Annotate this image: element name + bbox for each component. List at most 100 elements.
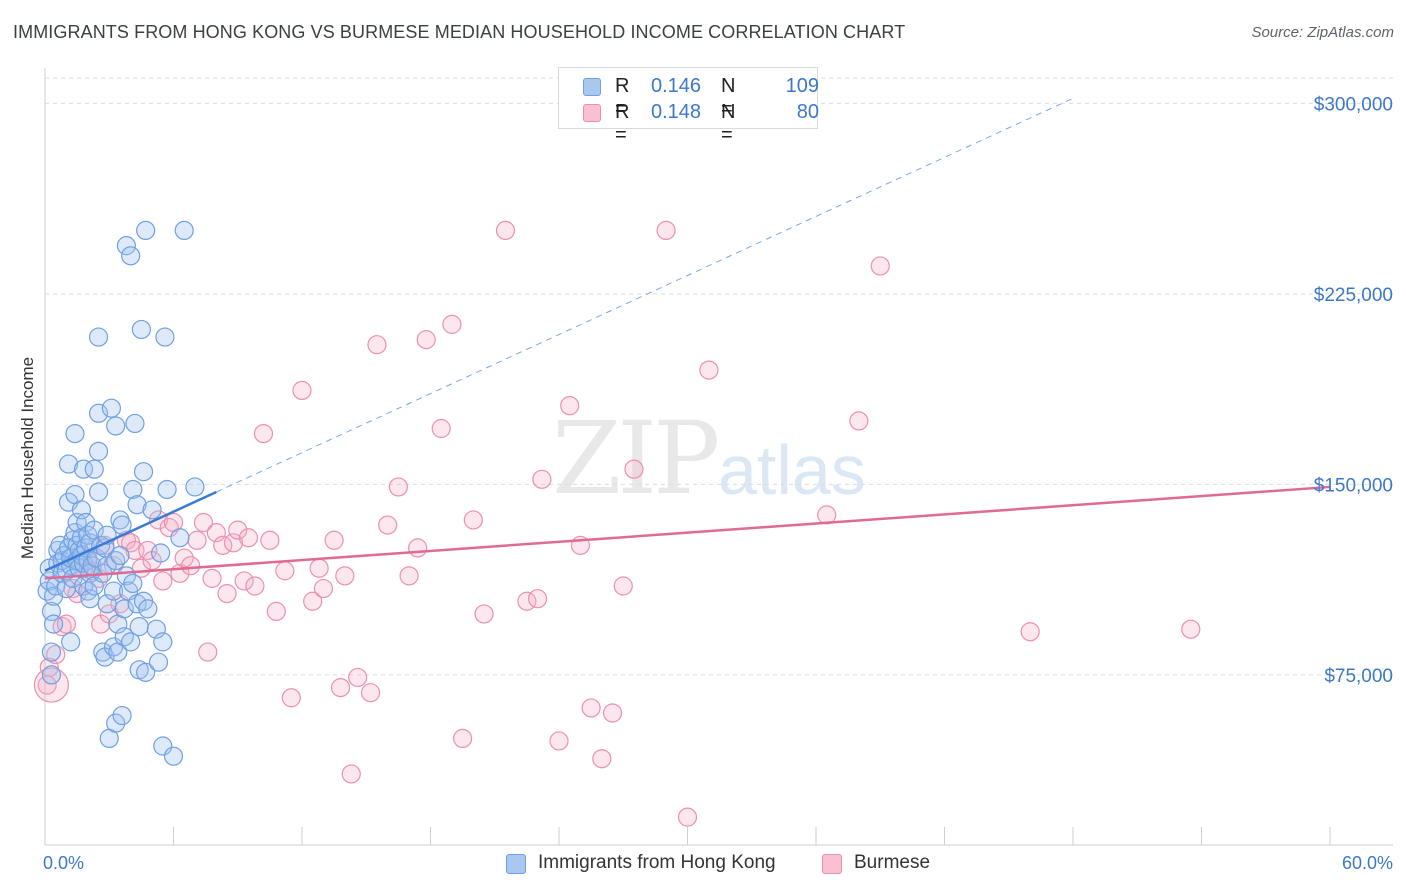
chart-title: IMMIGRANTS FROM HONG KONG VS BURMESE MED… xyxy=(13,22,906,42)
point-hong-kong xyxy=(136,220,156,240)
point-hong-kong xyxy=(116,236,136,256)
point-burmese xyxy=(238,528,259,548)
point-burmese xyxy=(431,418,451,439)
y-tick-label: $225,000 xyxy=(1314,285,1393,306)
point-burmese xyxy=(388,477,408,497)
legend-r-label: R = xyxy=(615,101,630,146)
point-hong-kong xyxy=(155,327,175,347)
legend-r-value: 0.146 xyxy=(651,75,702,97)
point-burmese xyxy=(699,360,719,380)
point-burmese xyxy=(217,584,237,604)
legend-n-label: N = xyxy=(721,75,736,120)
point-burmese xyxy=(378,515,398,535)
point-burmese xyxy=(581,698,601,718)
point-burmese xyxy=(174,548,194,568)
point-hong-kong xyxy=(138,599,158,619)
bottom-legend-swatch-pink xyxy=(822,854,842,874)
point-hong-kong xyxy=(41,642,62,662)
point-burmese xyxy=(335,566,355,586)
y-axis-label: Median Household Income xyxy=(18,357,37,559)
x-tick-label-min: 0.0% xyxy=(43,853,84,873)
point-burmese xyxy=(275,561,295,581)
point-hong-kong xyxy=(58,454,79,474)
trend-line-hong-kong-extension xyxy=(216,97,1074,493)
point-hong-kong xyxy=(88,327,109,347)
point-hong-kong xyxy=(41,665,62,685)
point-hong-kong xyxy=(84,459,104,479)
point-burmese xyxy=(474,604,494,624)
point-hong-kong xyxy=(110,545,130,566)
point-burmese xyxy=(313,578,334,599)
point-burmese xyxy=(187,530,207,550)
point-hong-kong xyxy=(88,482,109,502)
point-hong-kong xyxy=(43,614,64,634)
point-hong-kong xyxy=(114,599,134,619)
point-burmese xyxy=(202,568,222,588)
point-hong-kong xyxy=(73,459,94,479)
point-burmese xyxy=(367,335,387,355)
legend-r-value: 0.148 xyxy=(651,101,702,123)
point-hong-kong xyxy=(136,662,156,682)
point-burmese xyxy=(1020,622,1040,642)
point-hong-kong xyxy=(123,479,143,500)
point-hong-kong xyxy=(170,528,190,548)
point-hong-kong xyxy=(131,319,151,340)
point-burmese xyxy=(193,512,214,533)
point-burmese xyxy=(549,731,569,751)
point-hong-kong xyxy=(65,424,85,444)
point-burmese xyxy=(870,256,890,276)
point-burmese xyxy=(532,469,552,489)
point-hong-kong xyxy=(174,220,194,240)
point-burmese xyxy=(527,589,548,609)
point-burmese xyxy=(442,314,462,334)
point-hong-kong xyxy=(142,500,162,520)
x-tick-label-max: 60.0% xyxy=(1342,853,1393,873)
point-hong-kong xyxy=(106,416,126,436)
point-hong-kong xyxy=(103,581,124,601)
legend-n-value: 109 xyxy=(785,75,819,97)
point-burmese xyxy=(292,380,312,401)
point-burmese xyxy=(408,538,428,558)
point-hong-kong xyxy=(125,413,145,434)
point-burmese xyxy=(341,764,361,784)
y-tick-label: $300,000 xyxy=(1314,94,1393,115)
point-burmese xyxy=(153,571,173,591)
legend-n-value: 80 xyxy=(796,101,819,123)
point-hong-kong xyxy=(121,632,141,652)
point-burmese xyxy=(234,571,254,591)
point-burmese xyxy=(613,576,633,596)
point-burmese xyxy=(495,220,516,240)
point-burmese xyxy=(266,601,286,622)
point-hong-kong xyxy=(163,746,184,766)
bottom-legend-label: Burmese xyxy=(854,852,931,873)
point-hong-kong xyxy=(78,525,98,545)
watermark-zip: ZIP xyxy=(552,400,720,517)
bottom-legend-swatch-blue xyxy=(506,854,526,874)
point-hong-kong xyxy=(112,705,132,726)
source-label: Source: ZipAtlas.com xyxy=(1251,24,1394,41)
legend-n-label: N = xyxy=(721,101,736,146)
point-burmese xyxy=(602,703,623,723)
y-tick-label: $75,000 xyxy=(1324,666,1393,687)
point-hong-kong xyxy=(185,477,205,497)
trend-line-hong-kong xyxy=(44,490,217,572)
point-hong-kong xyxy=(101,398,121,418)
point-burmese xyxy=(849,411,869,431)
y-tick-label: $150,000 xyxy=(1314,475,1393,496)
point-hong-kong xyxy=(114,627,134,647)
point-burmese xyxy=(330,677,351,698)
legend-r-label: R = xyxy=(615,75,630,120)
point-hong-kong xyxy=(88,441,109,461)
point-hong-kong xyxy=(148,652,169,672)
point-burmese xyxy=(260,530,280,550)
watermark-atlas: atlas xyxy=(718,431,866,509)
trend-line-burmese xyxy=(44,485,1331,580)
series-hong-kong xyxy=(37,220,205,766)
point-burmese xyxy=(303,591,323,611)
legend-box: R = 0.146 N = 109 R = 0.148 N = 80 xyxy=(558,67,819,146)
point-burmese xyxy=(592,749,612,769)
point-burmese xyxy=(223,533,244,553)
point-burmese xyxy=(416,330,436,350)
axis-labels: $75,000 $150,000 $225,000 $300,000 0.0% 60.0%… xyxy=(18,94,1393,873)
